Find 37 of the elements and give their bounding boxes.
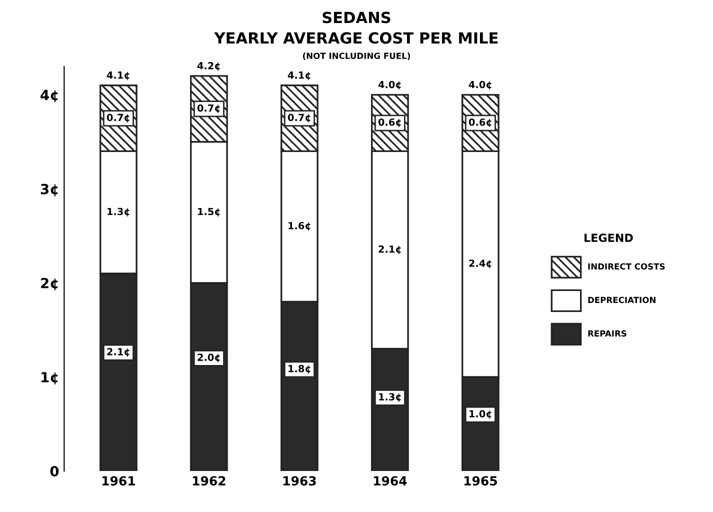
chart-title: SEDANS	[322, 12, 390, 24]
data-label: 1.3¢	[108, 208, 130, 217]
x-tick-label: 1963	[283, 476, 316, 486]
total-label: 4.1¢	[288, 72, 310, 80]
x-tick-label: 1964	[374, 476, 407, 486]
total-label: 4.2¢	[197, 62, 220, 71]
text: INDIRECT COSTS	[588, 263, 665, 270]
data-label: 0.7¢	[197, 104, 220, 114]
legend-title: LEGEND	[584, 234, 633, 242]
y-tick-label: 0	[50, 466, 59, 477]
x-tick-label: 1962	[192, 476, 226, 486]
data-label: 2.0¢	[198, 354, 220, 362]
data-label: 2.1¢	[378, 245, 401, 254]
text: REPAIRS	[588, 330, 626, 337]
data-label: 0.6¢	[378, 118, 401, 128]
data-label: 1.8¢	[288, 364, 310, 374]
total-label: 4.0¢	[378, 80, 401, 90]
data-label: 2.4¢	[469, 260, 492, 268]
y-tick-label: 1¢	[42, 372, 58, 384]
text: (NOT INCLUDING FUEL)	[303, 52, 410, 60]
total-label: 4.0¢	[468, 80, 492, 90]
data-label: 1.6¢	[288, 222, 310, 231]
text: DEPRECIATION	[588, 296, 656, 304]
y-tick-label: 4¢	[40, 90, 58, 102]
y-tick-label: 2¢	[41, 278, 58, 290]
data-label: 2.1¢	[107, 348, 130, 357]
data-label: 1.5¢	[198, 208, 220, 217]
data-label: 1.3¢	[379, 393, 401, 402]
y-tick-label: 3¢	[40, 184, 58, 196]
data-label: 0.6¢	[468, 118, 492, 128]
data-label: 0.7¢	[288, 114, 310, 122]
chart-subtitle: YEARLY AVERAGE COST PER MILE	[214, 32, 498, 44]
data-label: 0.7¢	[106, 114, 130, 122]
total-label: 4.1¢	[106, 72, 130, 80]
data-label: 1.0¢	[470, 410, 492, 419]
x-tick-label: 1961	[102, 476, 136, 486]
x-tick-label: 1965	[464, 476, 497, 486]
